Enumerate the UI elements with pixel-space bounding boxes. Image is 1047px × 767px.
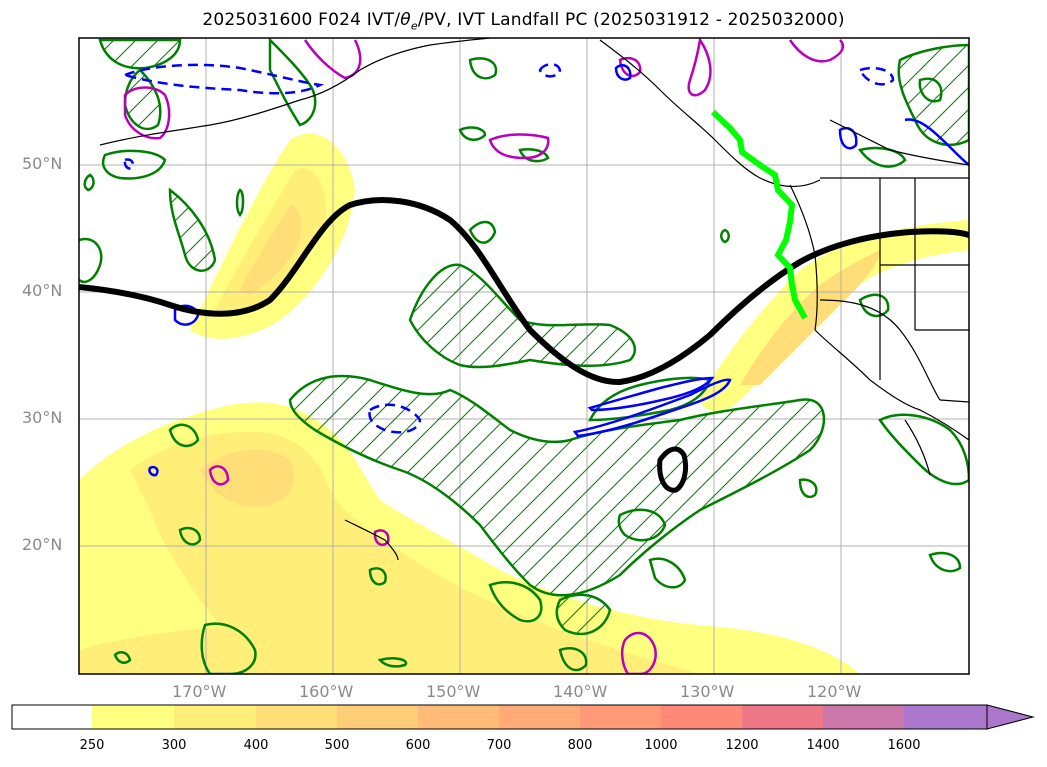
theta-e-hatched-regions [98,38,969,636]
lat-tick-40: 40°N [22,281,63,300]
lon-tick-170w: 170°W [172,682,227,701]
jet-stream-line [79,197,969,386]
ivt-fill [79,133,969,674]
lon-tick-150w: 150°W [426,682,481,701]
map-frame [78,37,970,675]
colorbar [11,704,1035,730]
colorbar-bin-6 [499,705,580,729]
colorbar-bin-3 [256,705,337,729]
theta-subscript: e [410,19,418,33]
colorbar-label-500: 500 [324,738,350,753]
colorbar-bin-4 [337,705,418,729]
pv-contours [123,38,845,674]
colorbar-bin-10 [823,705,904,729]
colorbar-bin-7 [580,705,661,729]
colorbar-label-1000: 1000 [644,738,678,753]
colorbar-label-600: 600 [405,738,431,753]
title-prefix: 2025031600 F024 IVT/ [202,10,401,30]
lon-tick-160w: 160°W [299,682,354,701]
colorbar-label-700: 700 [486,738,512,753]
ivt-blue-dashed-contours [121,63,895,434]
colorbar-label-250: 250 [79,738,105,753]
lon-tick-130w: 130°W [680,682,735,701]
colorbar-label-400: 400 [243,738,269,753]
ivt-blue-contours [148,64,969,477]
colorbar-bin-0 [12,705,92,729]
title-suffix: /PV, IVT Landfall PC (2025031912 - 20250… [417,10,845,30]
colorbar-label-1400: 1400 [806,738,840,753]
map-area [79,38,969,674]
map-title: 2025031600 F024 IVT/θe/PV, IVT Landfall … [0,10,1047,32]
small-trough-contour [657,446,689,493]
colorbar-bin-2 [174,705,256,729]
colorbar-bin-8 [661,705,742,729]
theta-e-contours [79,38,969,674]
colorbar-label-1600: 1600 [887,738,921,753]
lat-tick-50: 50°N [22,154,63,173]
colorbar-extend-arrow [986,704,1035,730]
colorbar-bin-5 [418,705,499,729]
colorbar-label-1200: 1200 [725,738,759,753]
theta-symbol: θ [400,10,411,30]
lon-tick-140w: 140°W [553,682,608,701]
colorbar-label-300: 300 [161,738,187,753]
lat-tick-20: 20°N [22,535,63,554]
colorbar-outline [11,704,988,730]
lon-tick-120w: 120°W [807,682,862,701]
colorbar-bin-11 [904,705,987,729]
colorbar-bin-9 [742,705,823,729]
ivt-landfall-line [710,109,808,320]
colorbar-label-800: 800 [567,738,593,753]
lat-tick-30: 30°N [22,408,63,427]
colorbar-bin-1 [92,705,174,729]
coastlines [99,38,969,561]
